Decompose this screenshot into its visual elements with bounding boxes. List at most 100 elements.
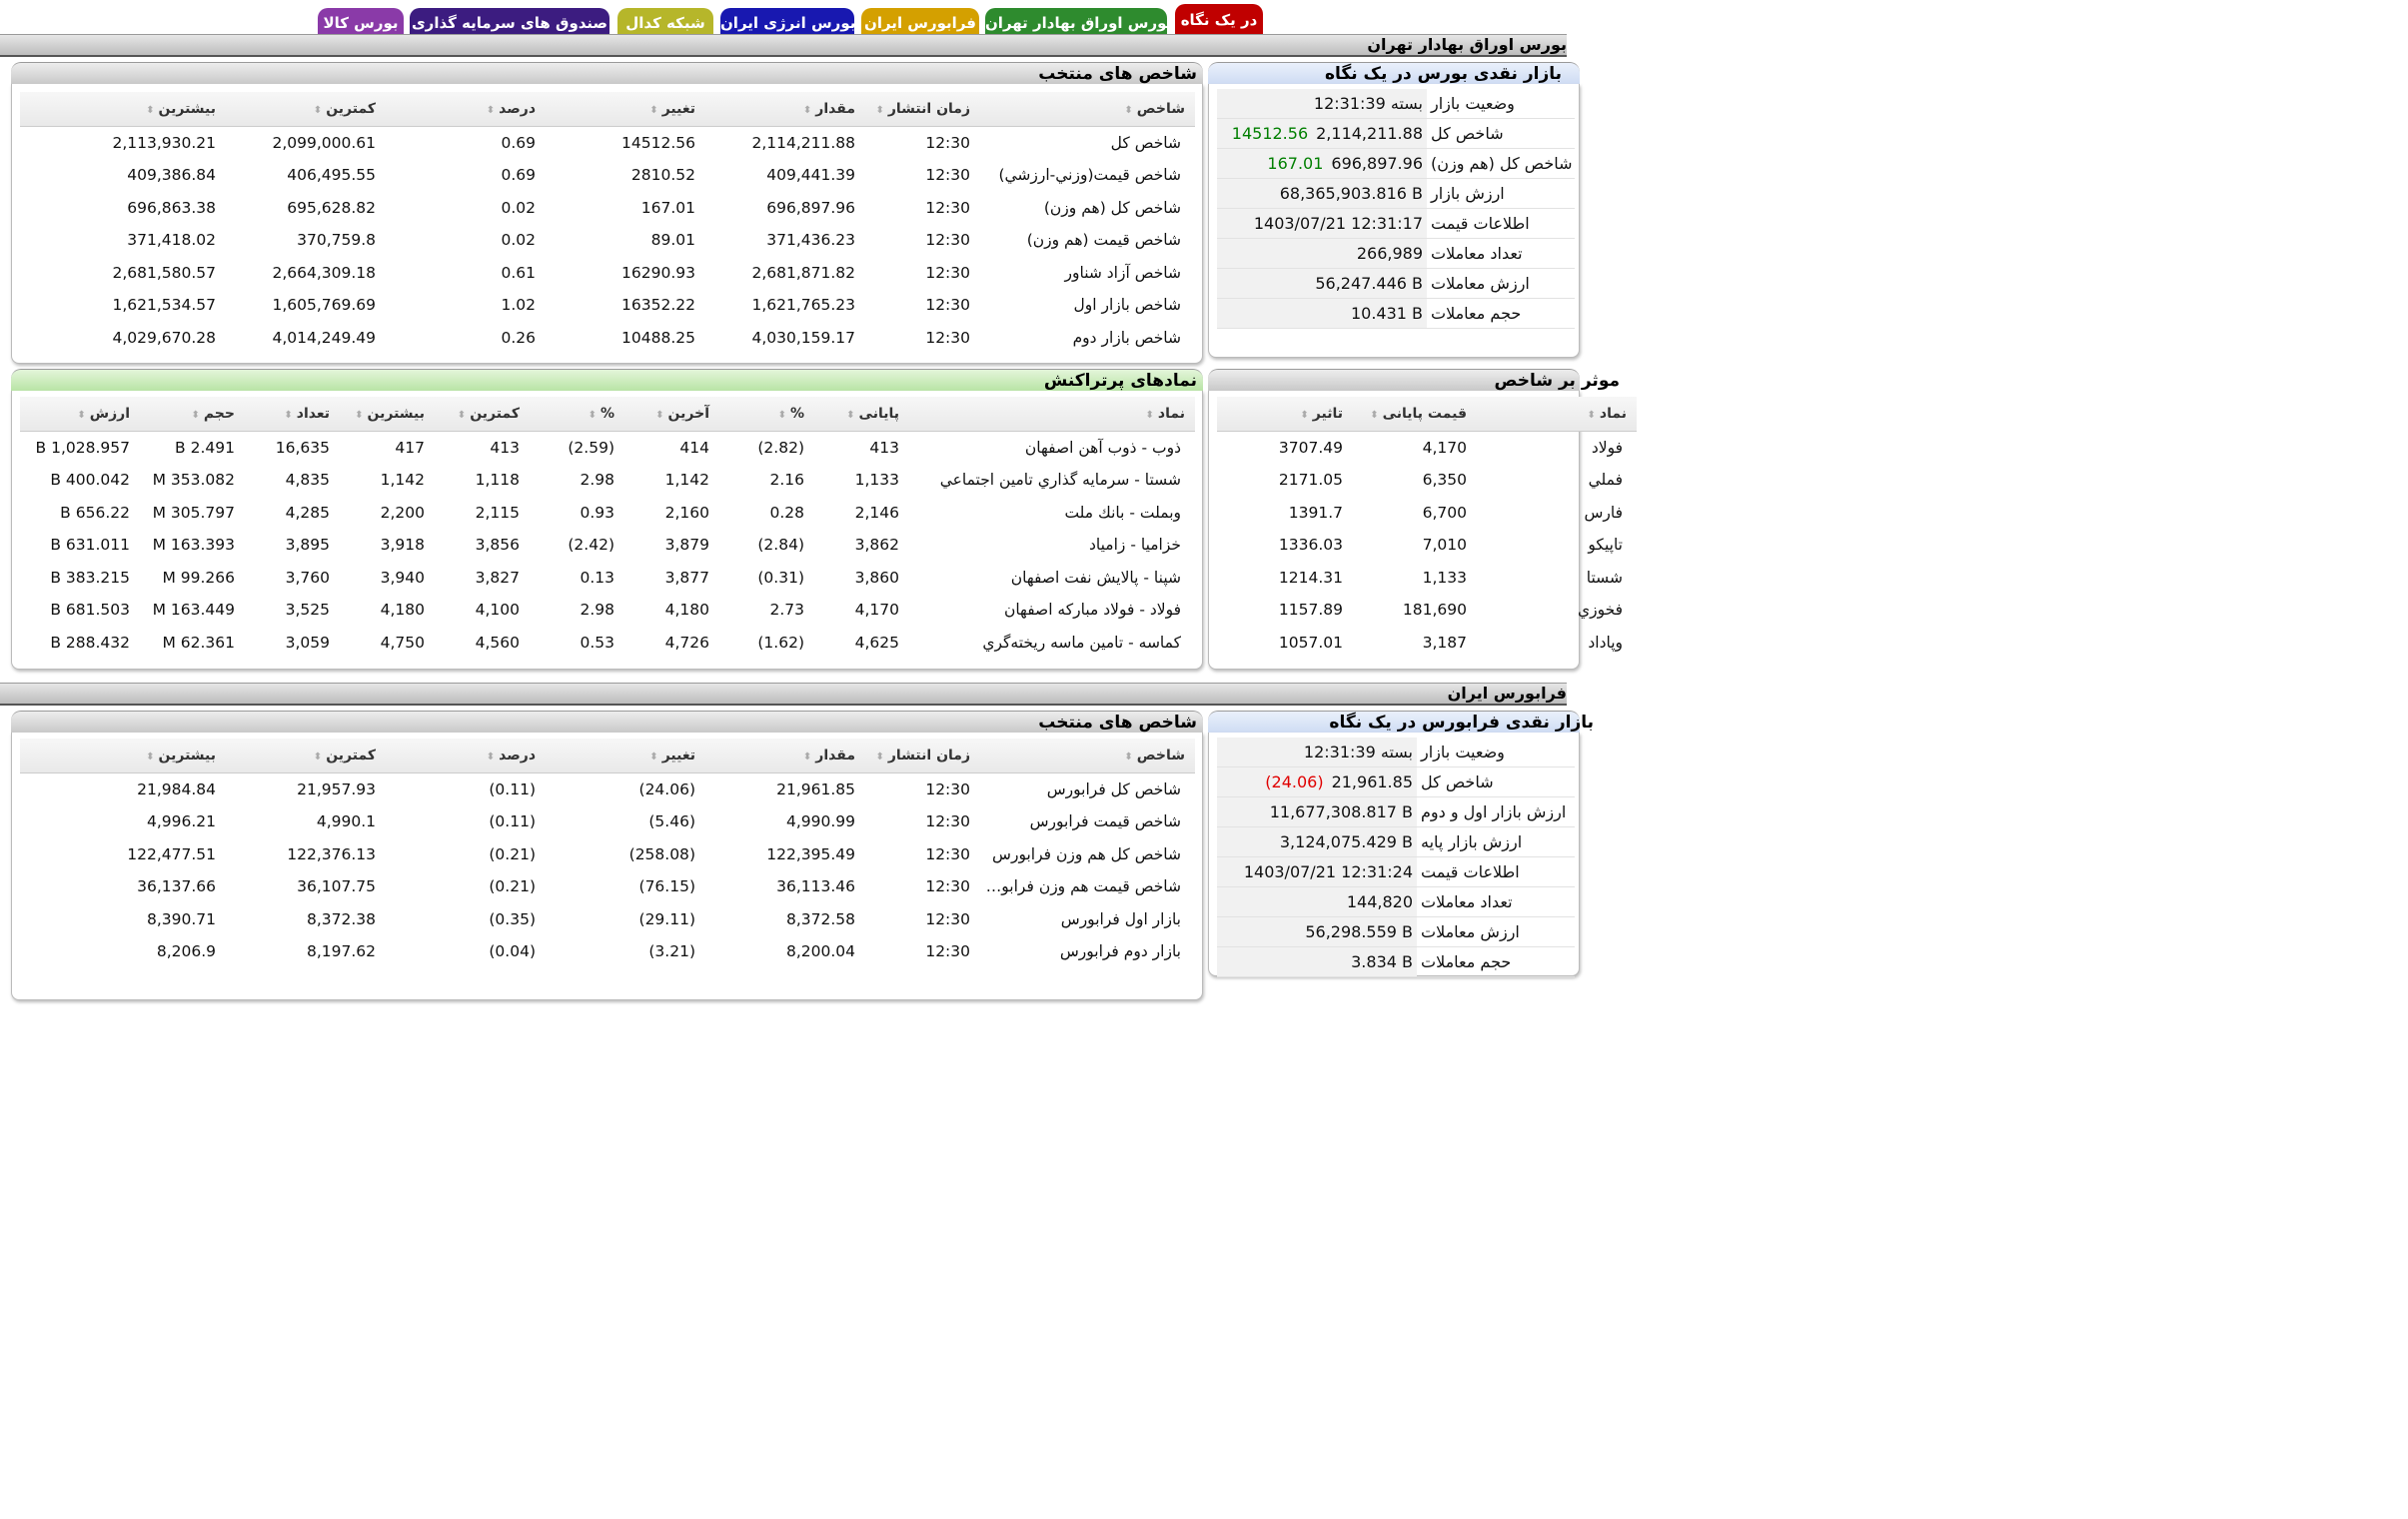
column-header[interactable]: زمان انتشار⬍ — [865, 92, 980, 127]
column-header[interactable]: زمان انتشار⬍ — [865, 739, 980, 773]
table-row[interactable]: شاخص آزاد شناور 12:30 2,681,871.82 16290.93… — [20, 257, 1195, 290]
table-row[interactable]: كماسه - تامين ماسه ريخته‌گري 4,625 (1.62) 4… — [20, 627, 1195, 660]
tab-6[interactable]: بورس کالا — [318, 8, 404, 36]
table-row[interactable]: شاخص كل (هم وزن) 12:30 696,897.96 167.01 0.0… — [20, 192, 1195, 225]
table-row[interactable]: وبملت - بانك ملت 2,146 0.28 2,160 0.93 2,115 2… — [20, 497, 1195, 530]
table-row[interactable]: شستا - سرمايه گذاري تامين اجتماعي 1,133 2.… — [20, 464, 1195, 497]
max-price: 4,180 — [380, 601, 425, 620]
index-name: شاخص كل هم وزن فرابورس — [992, 844, 1181, 863]
column-label: زمان انتشار — [887, 748, 970, 763]
trade-volume: 305.797 M — [152, 503, 235, 522]
table-row[interactable]: شاخص بازار دوم 12:30 4,030,159.17 10488.25 0… — [20, 322, 1195, 355]
impact-value: 1214.31 — [1278, 568, 1343, 587]
publish-time: 12:30 — [925, 198, 970, 217]
index-name: شاخص قيمت(وزني-ارزشي) — [998, 166, 1181, 185]
tab-0[interactable]: در یک نگاه — [1175, 4, 1263, 36]
column-header[interactable]: بیشترین⬍ — [20, 739, 226, 773]
panel-title: شاخص های منتخب — [1038, 64, 1197, 84]
column-header[interactable]: درصد⬍ — [386, 92, 546, 127]
kv-change: 14512.56 — [1231, 124, 1309, 143]
column-header[interactable]: آخرین⬍ — [624, 397, 719, 432]
min-price: 3,856 — [475, 536, 520, 555]
table-row[interactable]: شاخص كل فرابورس 12:30 21,961.85 (24.06) (0.1… — [20, 773, 1195, 806]
tab-4[interactable]: شبکه کدال — [617, 8, 713, 36]
table-row[interactable]: فولاد - فولاد مباركه اصفهان 4,170 2.73 4,18… — [20, 594, 1195, 627]
panel-header: موثر بر شاخص — [1208, 369, 1620, 392]
table-row[interactable]: شاخص قيمت(وزني-ارزشي) 12:30 409,441.39 2810… — [20, 159, 1195, 192]
column-header[interactable]: کمترین⬍ — [226, 739, 386, 773]
column-header[interactable]: شاخص⬍ — [980, 92, 1195, 127]
index-change: 14512.56 — [621, 134, 695, 152]
panel-header: بازار نقدی فرابورس در یک نگاه — [1208, 711, 1594, 734]
index-min: 695,628.82 — [287, 198, 376, 217]
column-header[interactable]: کمترین⬍ — [435, 397, 530, 432]
column-header[interactable]: بیشترین⬍ — [340, 397, 435, 432]
column-header[interactable]: کمترین⬍ — [226, 92, 386, 127]
index-percent: 1.02 — [501, 296, 536, 315]
kv-value: بسته 12:31:39 — [1217, 89, 1427, 119]
index-min: 370,759.8 — [297, 231, 376, 250]
min-price: 1,118 — [475, 471, 520, 490]
kv-value-text: 11,677,308.817 B — [1269, 802, 1413, 821]
kv-value-text: 1403/07/21 12:31:17 — [1253, 214, 1423, 233]
sort-icon: ⬍ — [777, 410, 786, 421]
trade-count: 4,835 — [285, 471, 330, 490]
tab-2[interactable]: فرابورس ایران — [861, 8, 979, 36]
column-header[interactable]: نماد⬍ — [909, 397, 1195, 432]
column-header[interactable]: درصد⬍ — [386, 739, 546, 773]
column-header[interactable]: پایانی⬍ — [814, 397, 909, 432]
column-header[interactable]: نماد⬍ — [1477, 397, 1637, 432]
table-row[interactable]: فخوزي 181,690 1157.89 — [1217, 594, 1637, 627]
column-header[interactable]: %⬍ — [719, 397, 814, 432]
column-header[interactable]: تغییر⬍ — [546, 92, 705, 127]
trade-count: 3,059 — [285, 633, 330, 652]
table-row[interactable]: شاخص كل 12:30 2,114,211.88 14512.56 0.69 2,09… — [20, 127, 1195, 160]
min-price: 4,100 — [475, 601, 520, 620]
column-header[interactable]: مقدار⬍ — [705, 739, 865, 773]
table-row[interactable]: شاخص قيمت فرابورس 12:30 4,990.99 (5.46) (0.1… — [20, 805, 1195, 838]
table-row[interactable]: شاخص قيمت هم وزن فرابورس 12:30 36,113.46 (7… — [20, 870, 1195, 903]
close-price: 4,170 — [1422, 439, 1467, 457]
tehran-symbols-panel: نمادهای پرتراکنش نماد⬍ پایانی⬍ %⬍ آخرین⬍ %⬍ ک… — [11, 369, 1203, 670]
column-header[interactable]: تغییر⬍ — [546, 739, 705, 773]
column-header[interactable]: مقدار⬍ — [705, 92, 865, 127]
table-row[interactable]: بازار دوم فرابورس 12:30 8,200.04 (3.21) (0.0… — [20, 935, 1195, 968]
kv-row: 56,298.559 B ارزش معاملات — [1217, 916, 1575, 947]
column-header[interactable]: قیمت پایانی⬍ — [1353, 397, 1477, 432]
table-row[interactable]: شاخص كل هم وزن فرابورس 12:30 122,395.49 (25… — [20, 838, 1195, 871]
table-row[interactable]: شاخص بازار اول 12:30 1,621,765.23 16352.22 1… — [20, 289, 1195, 322]
sort-icon: ⬍ — [649, 752, 658, 762]
column-header[interactable]: حجم⬍ — [140, 397, 245, 432]
table-row[interactable]: تاپيكو 7,010 1336.03 — [1217, 529, 1637, 562]
index-min: 8,197.62 — [306, 942, 376, 961]
symbol-name: ذوب - ذوب آهن اصفهان — [1024, 439, 1181, 457]
table-row[interactable]: شپنا - پالايش نفت اصفهان 3,860 (0.31) 3,877… — [20, 562, 1195, 595]
panel-title: نمادهای پرتراکنش — [1043, 371, 1197, 391]
table-row[interactable]: خزاميا - زامياد 3,862 (2.84) 3,879 (2.42) 3,8… — [20, 529, 1195, 562]
panel-header: شاخص های منتخب — [11, 711, 1203, 734]
column-header[interactable]: ارزش⬍ — [20, 397, 140, 432]
index-change: 167.01 — [640, 198, 695, 217]
symbol-name: شپنا - پالايش نفت اصفهان — [1010, 568, 1181, 587]
tab-5[interactable]: صندوق های سرمایه گذاری — [410, 8, 609, 36]
trade-volume: 353.082 M — [152, 471, 235, 490]
table-row[interactable]: فارس 6,700 1391.7 — [1217, 497, 1637, 530]
kv-value: 11,677,308.817 B — [1217, 796, 1417, 827]
table-row[interactable]: شستا 1,133 1214.31 — [1217, 562, 1637, 595]
table-row[interactable]: ذوب - ذوب آهن اصفهان 413 (2.82) 414 (2.59) 41… — [20, 432, 1195, 465]
table-row[interactable]: وپاداد 3,187 1057.01 — [1217, 627, 1637, 660]
column-label: نماد — [1599, 406, 1627, 422]
index-change: 2810.52 — [630, 166, 695, 185]
table-row[interactable]: فملي 6,350 2171.05 — [1217, 464, 1637, 497]
tab-3[interactable]: بورس انرژی ایران — [720, 8, 854, 36]
tab-1[interactable]: بورس اوراق بهادار تهران — [985, 8, 1167, 36]
column-header[interactable]: تاثیر⬍ — [1217, 397, 1353, 432]
column-header[interactable]: تعداد⬍ — [245, 397, 340, 432]
kv-key: اطلاعات قیمت — [1417, 856, 1575, 887]
column-header[interactable]: شاخص⬍ — [980, 739, 1195, 773]
column-header[interactable]: بیشترین⬍ — [20, 92, 226, 127]
table-row[interactable]: شاخص قيمت (هم وزن) 12:30 371,436.23 89.01 0.… — [20, 224, 1195, 257]
table-row[interactable]: بازار اول فرابورس 12:30 8,372.58 (29.11) (0.… — [20, 903, 1195, 936]
column-header[interactable]: %⬍ — [530, 397, 624, 432]
table-row[interactable]: فولاد 4,170 3707.49 — [1217, 432, 1637, 465]
